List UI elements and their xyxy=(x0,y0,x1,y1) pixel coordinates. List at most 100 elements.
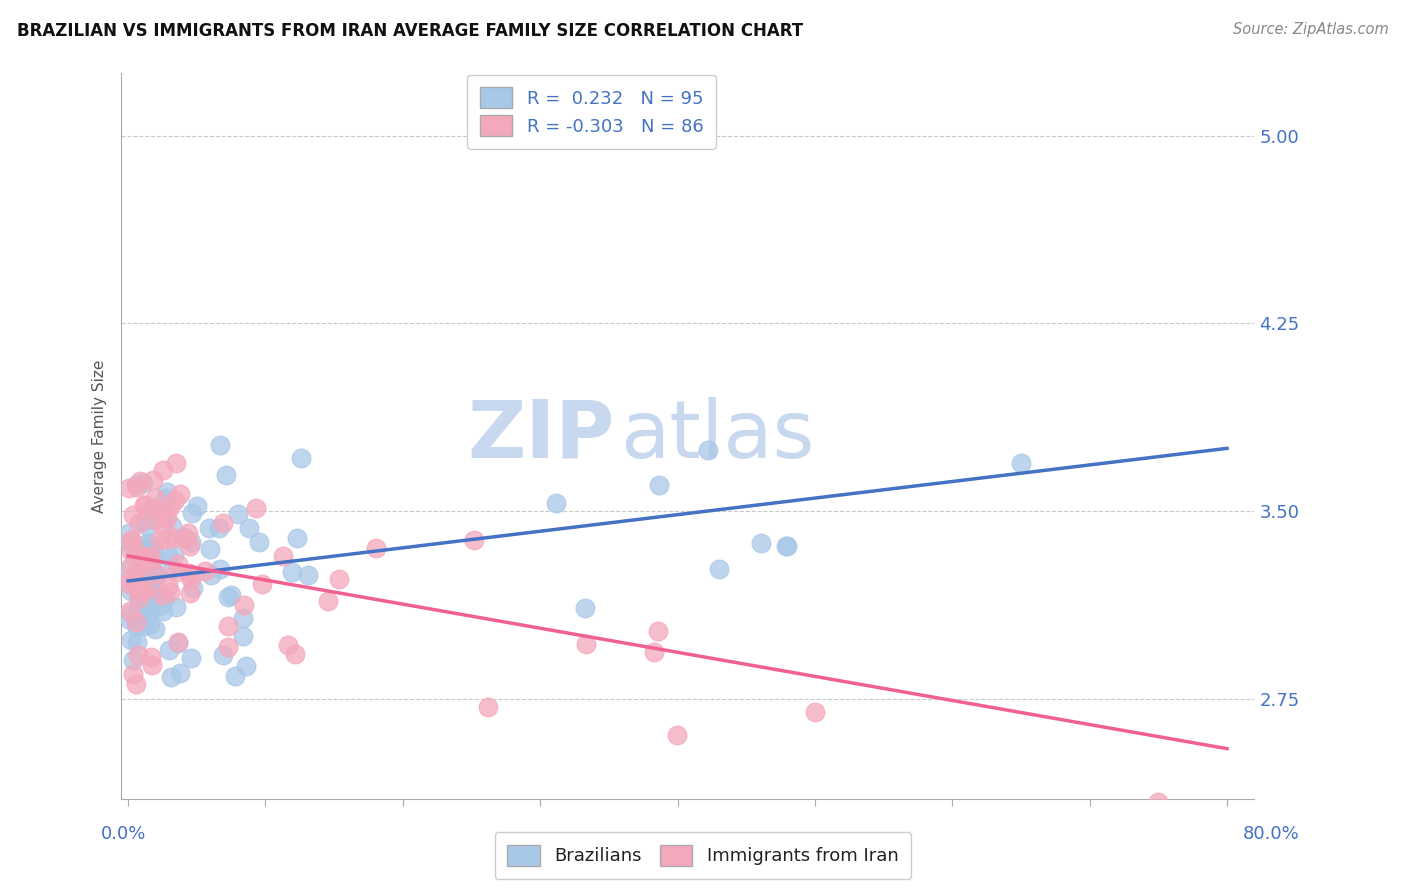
Point xyxy=(134,498,156,512)
Point xyxy=(120,536,142,550)
Point xyxy=(212,516,235,530)
Point xyxy=(200,542,222,557)
Point xyxy=(141,582,163,596)
Point xyxy=(118,604,141,618)
Point xyxy=(121,533,143,547)
Point xyxy=(180,572,202,586)
Point xyxy=(181,581,204,595)
Point xyxy=(156,532,179,546)
Point xyxy=(127,480,149,494)
Point xyxy=(142,591,165,605)
Point xyxy=(224,668,246,682)
Point xyxy=(132,588,155,602)
Point xyxy=(125,478,148,492)
Point xyxy=(173,530,195,544)
Point xyxy=(141,657,163,672)
Point xyxy=(134,541,156,556)
Point xyxy=(159,670,181,684)
Text: atlas: atlas xyxy=(620,397,814,475)
Point xyxy=(152,462,174,476)
Point xyxy=(159,585,181,599)
Point xyxy=(124,546,146,560)
Point xyxy=(150,506,173,520)
Point xyxy=(142,544,165,558)
Point xyxy=(1010,456,1032,470)
Point xyxy=(252,577,274,591)
Point xyxy=(208,521,231,535)
Point xyxy=(150,588,173,602)
Point xyxy=(284,647,307,661)
Point xyxy=(153,591,176,605)
Point xyxy=(290,450,312,465)
Text: Source: ZipAtlas.com: Source: ZipAtlas.com xyxy=(1233,22,1389,37)
Point xyxy=(200,568,222,582)
Point xyxy=(297,567,319,582)
Point xyxy=(149,589,172,603)
Point xyxy=(128,589,150,603)
Point xyxy=(163,531,186,545)
Point xyxy=(122,666,145,681)
Point xyxy=(180,506,202,520)
Point xyxy=(232,629,254,643)
Point xyxy=(139,554,162,568)
Point xyxy=(169,487,191,501)
Point xyxy=(125,677,148,691)
Point xyxy=(167,636,190,650)
Point xyxy=(160,561,183,575)
Point xyxy=(697,442,720,457)
Point xyxy=(118,577,141,591)
Point xyxy=(169,665,191,680)
Point xyxy=(157,642,180,657)
Point xyxy=(245,500,267,515)
Point xyxy=(146,569,169,583)
Point xyxy=(142,566,165,580)
Point xyxy=(574,601,596,615)
Point xyxy=(125,620,148,634)
Point xyxy=(120,544,142,558)
Y-axis label: Average Family Size: Average Family Size xyxy=(93,359,107,513)
Point xyxy=(136,535,159,549)
Point xyxy=(138,549,160,564)
Point xyxy=(179,539,201,553)
Point xyxy=(153,520,176,534)
Point xyxy=(131,583,153,598)
Legend: Brazilians, Immigrants from Iran: Brazilians, Immigrants from Iran xyxy=(495,832,911,879)
Point xyxy=(136,518,159,533)
Point xyxy=(128,516,150,531)
Point xyxy=(163,549,186,563)
Point xyxy=(165,565,187,579)
Point xyxy=(122,508,145,522)
Point xyxy=(145,502,167,516)
Point xyxy=(235,658,257,673)
Point xyxy=(666,728,689,742)
Point xyxy=(129,545,152,559)
Point xyxy=(177,526,200,541)
Point xyxy=(143,622,166,636)
Point xyxy=(328,572,350,586)
Point xyxy=(136,556,159,570)
Point xyxy=(125,615,148,629)
Text: 0.0%: 0.0% xyxy=(101,825,146,843)
Point xyxy=(128,582,150,597)
Point xyxy=(477,699,499,714)
Point xyxy=(120,632,142,647)
Point xyxy=(179,566,201,581)
Point xyxy=(463,533,485,547)
Point xyxy=(208,438,231,452)
Point xyxy=(247,535,270,549)
Point xyxy=(128,548,150,562)
Point xyxy=(129,552,152,566)
Point xyxy=(157,579,180,593)
Point xyxy=(749,536,772,550)
Point xyxy=(180,535,202,549)
Point xyxy=(138,574,160,589)
Point xyxy=(166,635,188,649)
Point xyxy=(165,456,187,470)
Point xyxy=(127,561,149,575)
Point xyxy=(132,618,155,632)
Point xyxy=(364,541,387,555)
Point xyxy=(277,638,299,652)
Point xyxy=(135,600,157,615)
Point xyxy=(316,593,339,607)
Point xyxy=(127,648,149,662)
